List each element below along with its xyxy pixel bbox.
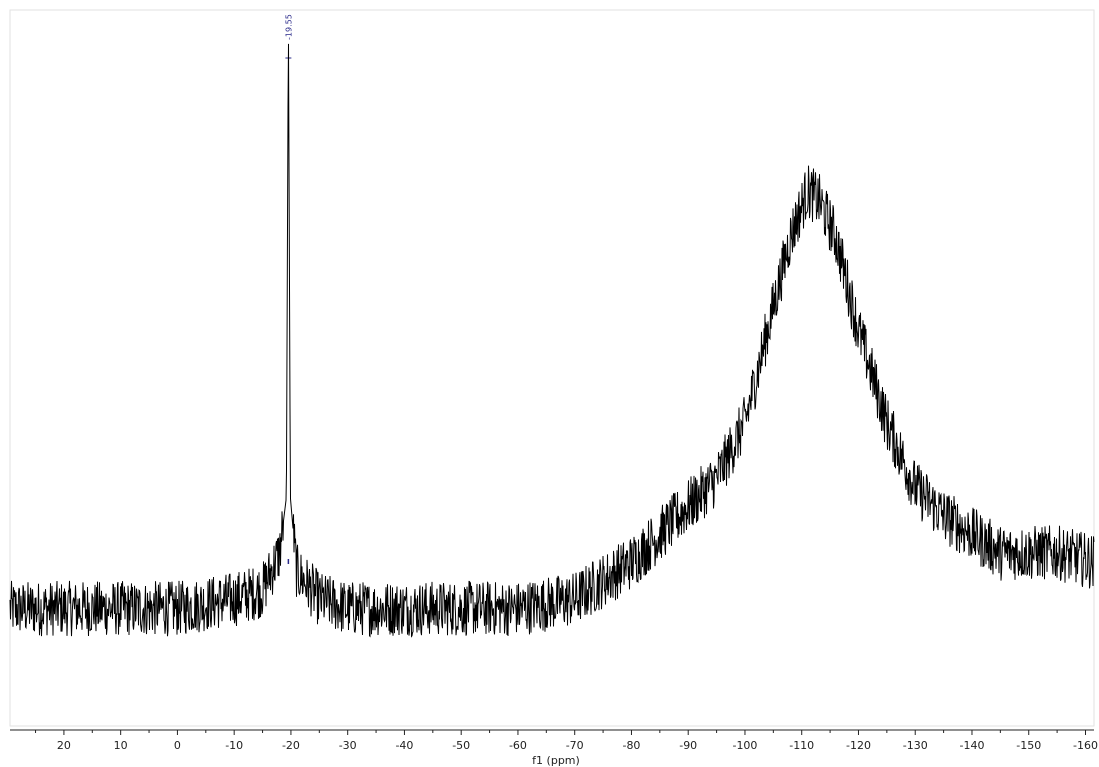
x-tick-label: -20 bbox=[282, 739, 300, 752]
x-tick-label: -70 bbox=[566, 739, 584, 752]
x-axis-ticks: 20 10 0 -10 -20 -30 -40 -50 -60 -70 -80 -90 -100 -110… bbox=[35, 730, 1098, 752]
x-tick-label: -10 bbox=[225, 739, 243, 752]
peak-label: -19.55 bbox=[284, 14, 293, 40]
x-tick-label: 0 bbox=[174, 739, 181, 752]
x-tick-label: -150 bbox=[1016, 739, 1041, 752]
x-tick-label: 10 bbox=[114, 739, 128, 752]
x-tick-label: -40 bbox=[395, 739, 413, 752]
x-tick-label: -160 bbox=[1073, 739, 1098, 752]
spectrum-trace bbox=[9, 43, 1095, 638]
plot-frame bbox=[9, 9, 1095, 727]
x-tick-label: -120 bbox=[846, 739, 871, 752]
x-tick-label: 20 bbox=[57, 739, 71, 752]
x-tick-label: -50 bbox=[452, 739, 470, 752]
x-tick-label: -30 bbox=[339, 739, 357, 752]
x-tick-label: -140 bbox=[959, 739, 984, 752]
x-tick-label: -90 bbox=[679, 739, 697, 752]
x-tick-label: -80 bbox=[622, 739, 640, 752]
x-axis-title: f1 (ppm) bbox=[532, 754, 580, 767]
x-tick-label: -130 bbox=[903, 739, 928, 752]
x-tick-label: -100 bbox=[732, 739, 757, 752]
x-tick-label: -110 bbox=[789, 739, 814, 752]
x-tick-label: -60 bbox=[509, 739, 527, 752]
spectrum-line bbox=[9, 43, 1095, 638]
